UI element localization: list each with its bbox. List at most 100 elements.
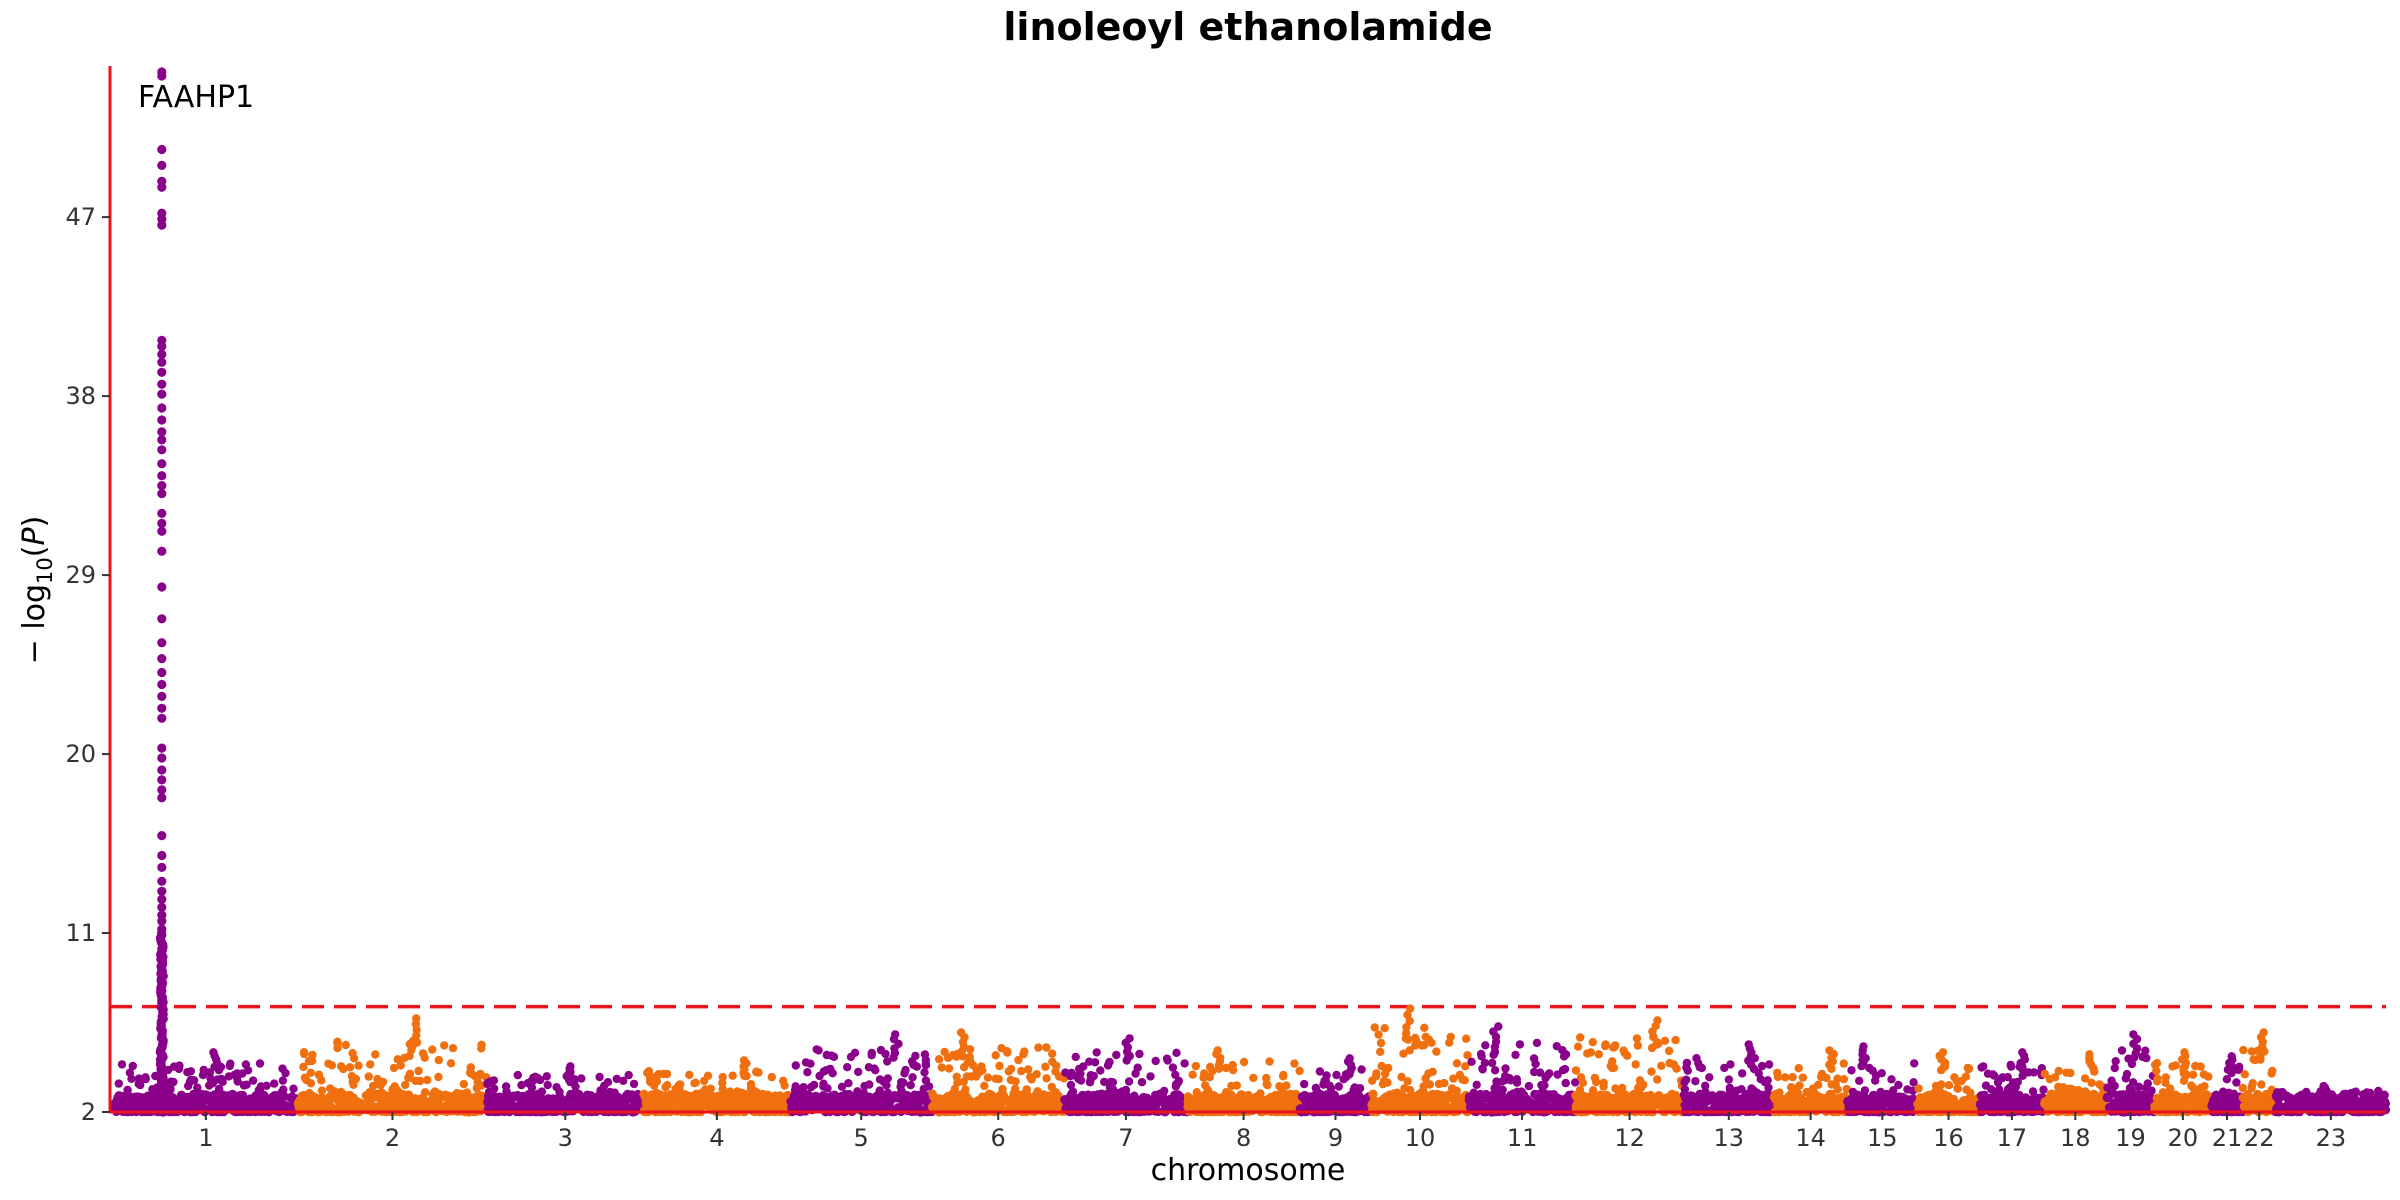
snp-point [2200,1082,2209,1091]
snp-point [333,1037,342,1047]
snp-point [812,1045,821,1054]
snp-point [690,1079,699,1088]
snp-point [1112,1050,1121,1060]
snp-point [1794,1064,1803,1073]
snp-point [858,1090,869,1100]
snp-point [289,1084,298,1093]
snp-point [1979,1062,1988,1071]
snp-point [127,1074,136,1084]
snp-point [1424,1035,1434,1044]
snp-point [373,1074,382,1084]
snp-point [446,1059,456,1068]
snp-point [2188,1070,2198,1079]
snp-point [883,1074,892,1083]
snp-point [921,1055,930,1065]
snp-point [299,1062,308,1072]
snp-point [1672,1064,1681,1073]
snp-point [1957,1076,1966,1086]
snp-point [1944,1081,1954,1090]
snp-point [1151,1056,1160,1066]
snp-point [1529,1054,1539,1063]
snp-point [1173,1078,1183,1087]
snp-point [205,1068,215,1077]
snp-point [1839,1059,1849,1068]
snp-point [1405,1046,1414,1055]
snp-point [308,1050,317,1060]
snp-point [1188,1070,1197,1079]
snp-point [1014,1055,1023,1065]
snp-point [1632,1034,1642,1043]
snp-point [933,1094,943,1104]
snp-point [1452,1059,1462,1068]
snp-point [2134,1082,2144,1092]
snp-point [778,1076,788,1086]
snp-point [1345,1054,1354,1063]
snp-point [1571,1066,1581,1075]
snp-point [2111,1057,2120,1066]
snp-point [477,1044,486,1053]
snp-point [2196,1062,2205,1071]
snp-point [1530,1067,1539,1077]
snp-point [1201,1081,1210,1090]
snp-point [1492,1077,1501,1086]
snp-point [844,1079,853,1088]
snp-point [1695,1062,1704,1072]
chromosome-10-points [1367,1004,1473,1117]
snp-point [341,1040,350,1050]
snp-point [1909,1078,1918,1087]
snp-point [1399,1049,1408,1058]
snp-point [1738,1069,1747,1078]
snp-point [1705,1073,1714,1082]
snp-point [2107,1076,2116,1085]
snp-point [1180,1059,1189,1068]
snp-point [1609,1063,1619,1073]
snp-point [1802,1087,1811,1097]
snp-point [1859,1042,1868,1051]
snp-point [2056,1090,2066,1100]
snp-point [571,1082,580,1091]
snp-point [517,1080,526,1090]
snp-point [459,1079,468,1089]
snp-point [1222,1063,1231,1073]
snp-point [1421,1074,1430,1083]
snp-point [1633,1041,1643,1050]
snp-point [1910,1059,1919,1068]
snp-point [1295,1066,1304,1076]
snp-point [1002,1047,1012,1056]
snp-point [645,1070,654,1080]
snp-point [2029,1068,2039,1077]
snp-point [837,1082,847,1092]
snp-point [1561,1050,1571,1059]
snp-point [396,1061,405,1070]
snp-point [791,1061,800,1070]
snp-point [1079,1062,1088,1071]
snp-point [1007,1064,1016,1074]
snp-point [2080,1074,2090,1083]
snp-point [195,1098,205,1108]
snp-point [2165,1084,2175,1093]
snp-point [980,1081,989,1091]
snp-point [428,1045,437,1054]
snp-point [1691,1077,1700,1086]
snp-point [1085,1078,1095,1087]
snp-point [1894,1092,1904,1102]
snp-point [803,1068,812,1077]
snp-point [566,1062,575,1071]
snp-point [1100,1077,1109,1087]
snp-point [1487,1058,1497,1068]
snp-point [2050,1073,2060,1082]
snp-point [1664,1046,1674,1056]
snp-point [2179,1076,2189,1086]
chromosome-6-points [927,1028,1069,1117]
snp-point [1397,1072,1406,1082]
snp-point [1020,1047,1029,1056]
snp-point [934,1055,944,1064]
snp-point [1512,1078,1522,1087]
snp-point [2234,1065,2244,1074]
snp-point [389,1063,399,1073]
snp-point [1027,1075,1036,1084]
snp-point [1501,1064,1510,1073]
snp-point [141,1073,150,1082]
snp-point [1619,1046,1628,1055]
chromosome-9-points [1295,1054,1376,1117]
